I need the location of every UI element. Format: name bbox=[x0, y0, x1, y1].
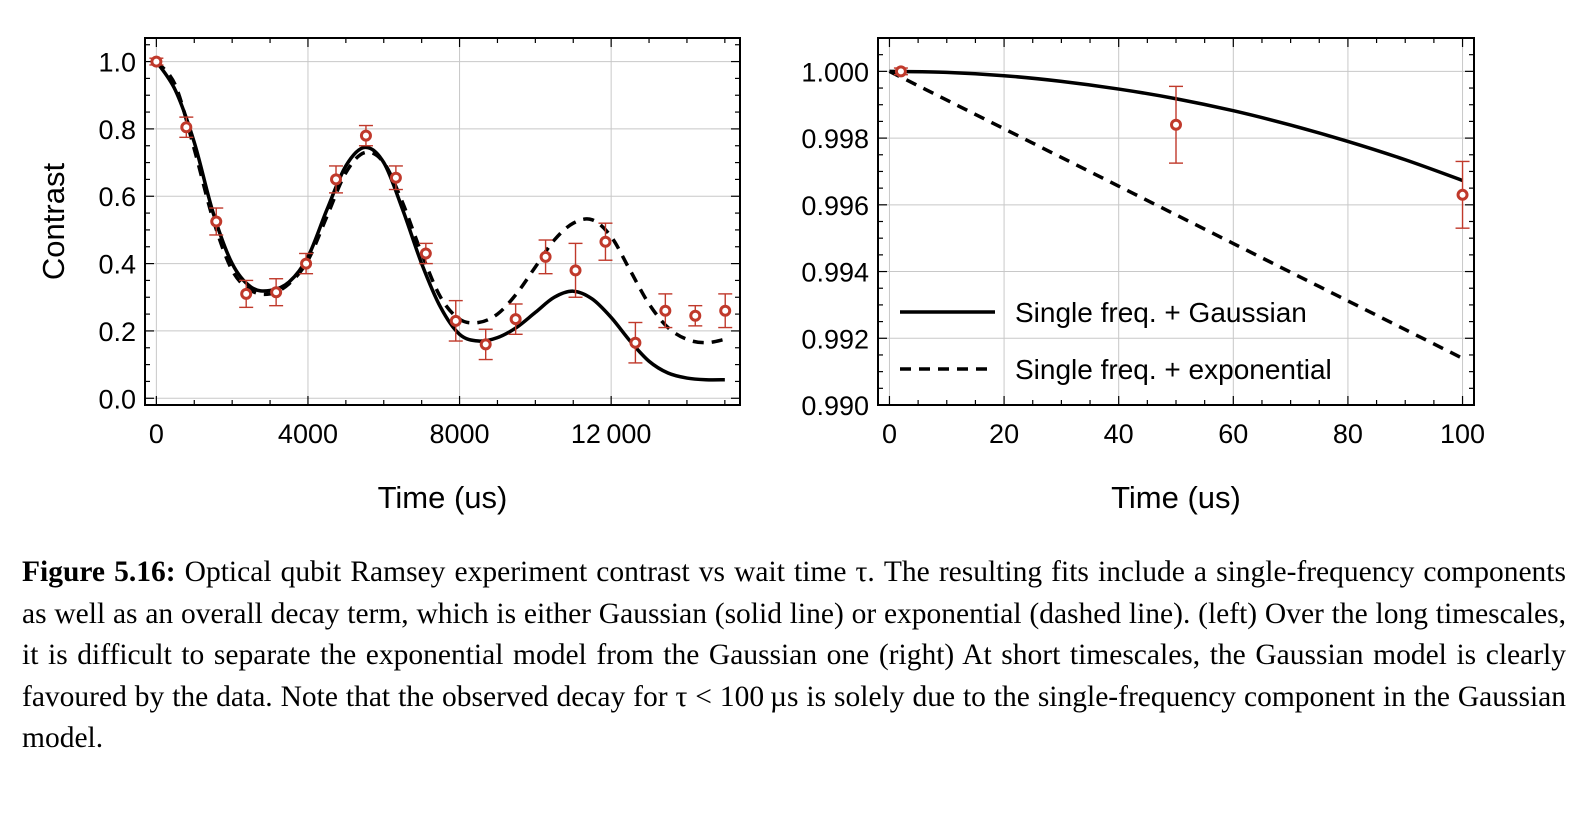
x-axis-title: Time (us) bbox=[1111, 480, 1241, 515]
data-point bbox=[569, 264, 582, 277]
caption-label: Figure 5.16: bbox=[22, 556, 176, 588]
y-axis-title: Contrast bbox=[36, 163, 71, 281]
data-point bbox=[330, 173, 343, 186]
y-tick-label: 1.0 bbox=[98, 48, 136, 78]
x-tick-label: 80 bbox=[1333, 419, 1363, 449]
data-point bbox=[689, 309, 702, 322]
y-tick-label: 0.994 bbox=[801, 258, 869, 288]
data-point bbox=[300, 257, 313, 270]
x-tick-label: 0 bbox=[882, 419, 897, 449]
figure-caption: Figure 5.16: Optical qubit Ramsey experi… bbox=[22, 552, 1566, 760]
x-tick-label: 8000 bbox=[430, 419, 490, 449]
data-point bbox=[719, 304, 732, 317]
data-point bbox=[509, 313, 522, 326]
x-tick-label: 4000 bbox=[278, 419, 338, 449]
x-tick-label: 40 bbox=[1104, 419, 1134, 449]
fit-line-gaussian bbox=[154, 60, 725, 382]
y-tick-label: 0.6 bbox=[98, 182, 136, 212]
data-point bbox=[180, 121, 193, 134]
figure-charts: 0 4000 8000 12 000 0.0 0.2 0.4 0.6 0.8 1.0 Time (u… bbox=[36, 37, 1485, 515]
data-point bbox=[389, 171, 402, 184]
data-point bbox=[240, 287, 253, 300]
data-point bbox=[629, 336, 642, 349]
y-tick-label: 0.992 bbox=[801, 324, 869, 354]
data-point bbox=[270, 286, 283, 299]
left-chart: 0 4000 8000 12 000 0.0 0.2 0.4 0.6 0.8 1.0 Time (u… bbox=[36, 37, 741, 515]
data-point bbox=[539, 250, 552, 263]
data-point bbox=[1456, 188, 1469, 201]
y-tick-label: 0.990 bbox=[801, 391, 869, 421]
data-point bbox=[599, 235, 612, 248]
legend-label: Single freq. + Gaussian bbox=[1015, 297, 1307, 328]
y-tick-label: 0.996 bbox=[801, 191, 869, 221]
data-point bbox=[1170, 118, 1182, 131]
y-tick-label: 1.000 bbox=[801, 57, 869, 87]
y-tick-label: 0.4 bbox=[98, 250, 136, 280]
y-tick-label: 0.2 bbox=[98, 317, 136, 347]
data-point bbox=[449, 314, 462, 327]
x-tick-label: 60 bbox=[1218, 419, 1248, 449]
y-tick-label: 0.998 bbox=[801, 124, 869, 154]
data-point bbox=[659, 304, 672, 317]
y-tick-label: 0.8 bbox=[98, 115, 136, 145]
y-tick-label: 0.0 bbox=[98, 384, 136, 414]
x-tick-label: 100 bbox=[1440, 419, 1485, 449]
right-chart: 0 20 40 60 80 100 0.990 0.992 0.994 0.996 0.998 1.0… bbox=[801, 37, 1485, 515]
data-point bbox=[479, 338, 492, 351]
fit-line-exponential bbox=[155, 60, 726, 345]
plot-frame bbox=[877, 37, 1475, 406]
x-axis-title: Time (us) bbox=[378, 480, 508, 515]
data-point bbox=[894, 65, 907, 78]
caption-text: Optical qubit Ramsey experiment contrast… bbox=[22, 556, 1566, 754]
x-tick-label: 20 bbox=[989, 419, 1019, 449]
x-tick-label: 0 bbox=[149, 419, 164, 449]
plot-frame bbox=[144, 37, 741, 406]
data-point bbox=[150, 55, 163, 68]
data-point bbox=[419, 247, 432, 260]
data-point bbox=[359, 129, 372, 142]
x-tick-label: 12 000 bbox=[571, 419, 652, 449]
legend-label: Single freq. + exponential bbox=[1015, 354, 1332, 385]
data-point bbox=[210, 215, 223, 228]
